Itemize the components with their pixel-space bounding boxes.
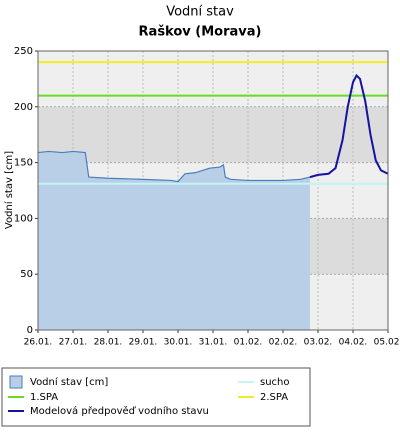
area — [38, 151, 310, 330]
y-tick-label: 0 — [27, 325, 33, 336]
x-tick-label: 29.01. — [129, 338, 158, 348]
x-tick-label: 02.02. — [269, 338, 298, 348]
legend-swatch — [9, 375, 23, 389]
y-tick-label: 100 — [14, 213, 33, 224]
legend-label: 1.SPA — [30, 392, 58, 403]
y-tick-label: 200 — [14, 102, 33, 113]
y-axis-label: Vodní stav [cm] — [3, 151, 15, 229]
chart-subtitle: Raškov (Morava) — [139, 25, 262, 40]
line — [309, 73, 389, 179]
line — [37, 150, 311, 183]
legend-label: 2.SPA — [260, 392, 288, 403]
x-tick-label: 28.01. — [94, 338, 123, 348]
x-tick-label: 03.02. — [304, 338, 333, 348]
x-tick-label: 05.02. — [374, 338, 400, 348]
legend-label: sucho — [260, 377, 290, 388]
y-tick-label: 150 — [14, 158, 33, 169]
legend-box — [1, 367, 311, 427]
x-tick-label: 27.01. — [59, 338, 88, 348]
legend-label: Modelová předpověď vodního stavu — [30, 405, 209, 417]
y-tick-label: 50 — [20, 269, 33, 280]
legend-label: Vodní stav [cm] — [30, 376, 108, 388]
y-tick-label: 250 — [14, 46, 33, 57]
x-tick-label: 26.01. — [24, 338, 53, 348]
x-tick-label: 04.02. — [339, 338, 368, 348]
plot-border — [37, 50, 389, 331]
x-tick-label: 30.01. — [164, 338, 193, 348]
x-tick-label: 01.02. — [234, 338, 263, 348]
x-tick-label: 31.01. — [199, 338, 228, 348]
chart-title: Vodní stav — [166, 5, 234, 20]
